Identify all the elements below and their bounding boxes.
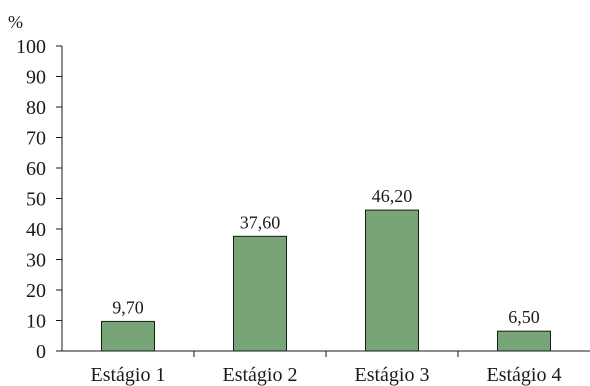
y-tick-label: 20 xyxy=(26,280,46,302)
bar xyxy=(101,320,155,352)
bar xyxy=(497,330,551,352)
y-tick-label: 40 xyxy=(26,219,46,241)
bar-value-label: 6,50 xyxy=(508,307,540,327)
bar-series: 9,70 37,60 46,20 6,50 xyxy=(101,186,551,352)
y-tick-label: 80 xyxy=(26,97,46,119)
bar xyxy=(365,209,419,352)
x-category-label: Estágio 2 xyxy=(223,364,298,386)
y-tick-label: 70 xyxy=(26,128,46,150)
y-tick-label: 10 xyxy=(26,311,46,333)
y-tick-label: 90 xyxy=(26,67,46,89)
y-tick-label: 0 xyxy=(36,341,46,363)
bar-value-label: 9,70 xyxy=(112,297,144,317)
x-category-label: Estágio 4 xyxy=(487,364,562,386)
x-category-label: Estágio 1 xyxy=(91,364,166,386)
x-category-label: Estágio 3 xyxy=(355,364,430,386)
y-tick-label: 30 xyxy=(26,250,46,272)
y-tick-label: 50 xyxy=(26,189,46,211)
y-axis-unit-label: % xyxy=(8,12,23,32)
y-axis: 0 10 20 30 40 50 60 70 80 90 100 xyxy=(16,36,63,363)
y-tick-label: 100 xyxy=(16,36,46,58)
bar-value-label: 46,20 xyxy=(372,186,413,206)
bar xyxy=(233,235,287,352)
y-tick-label: 60 xyxy=(26,158,46,180)
bar-value-label: 37,60 xyxy=(240,212,281,232)
x-axis: Estágio 1 Estágio 2 Estágio 3 Estágio 4 xyxy=(62,350,590,386)
